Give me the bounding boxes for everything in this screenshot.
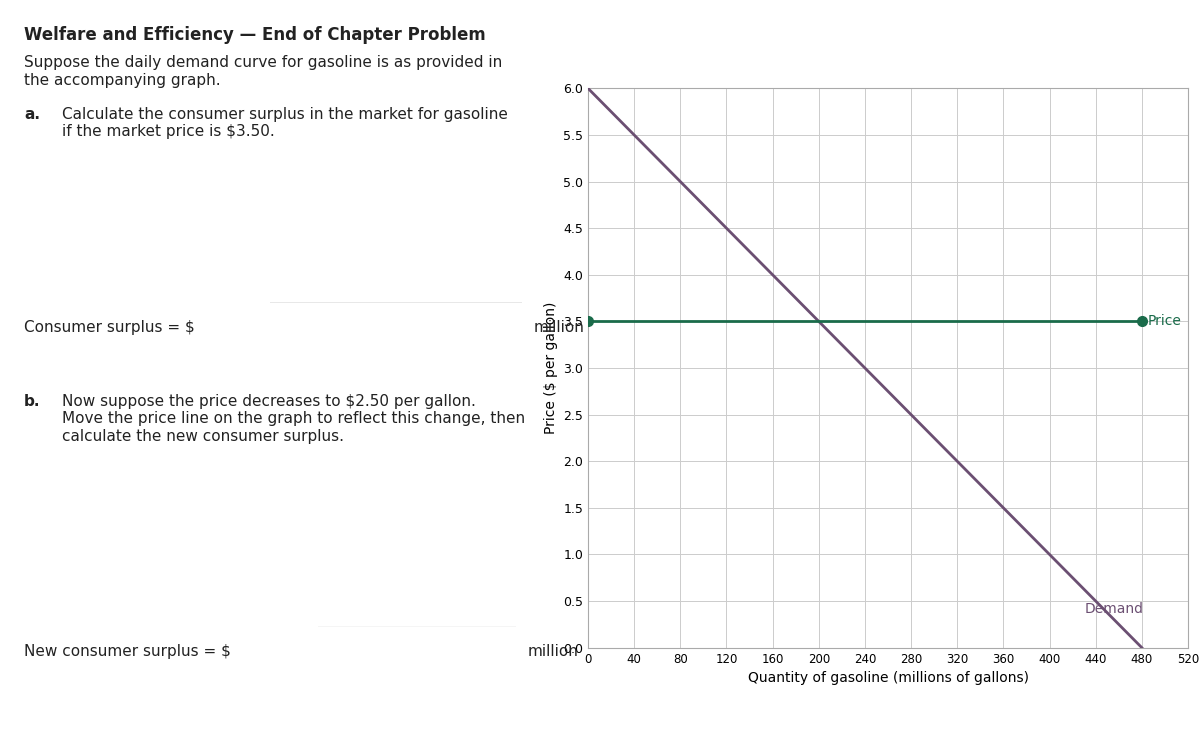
- Text: Welfare and Efficiency — End of Chapter Problem: Welfare and Efficiency — End of Chapter …: [24, 26, 486, 43]
- X-axis label: Quantity of gasoline (millions of gallons): Quantity of gasoline (millions of gallon…: [748, 671, 1028, 685]
- Y-axis label: Price ($ per gallon): Price ($ per gallon): [544, 302, 558, 434]
- Text: Price: Price: [1147, 314, 1182, 328]
- Text: New consumer surplus = $: New consumer surplus = $: [24, 644, 230, 659]
- Text: Calculate the consumer surplus in the market for gasoline
if the market price is: Calculate the consumer surplus in the ma…: [62, 107, 509, 139]
- FancyBboxPatch shape: [265, 302, 527, 356]
- Text: Demand: Demand: [1084, 601, 1144, 615]
- Text: Consumer surplus = $: Consumer surplus = $: [24, 320, 194, 335]
- FancyBboxPatch shape: [314, 626, 520, 680]
- Text: Suppose the daily demand curve for gasoline is as provided in
the accompanying g: Suppose the daily demand curve for gasol…: [24, 55, 503, 88]
- Text: b.: b.: [24, 394, 41, 408]
- Text: million: million: [528, 644, 578, 659]
- Text: a.: a.: [24, 107, 40, 121]
- Text: million: million: [534, 320, 584, 335]
- Text: Now suppose the price decreases to $2.50 per gallon.
Move the price line on the : Now suppose the price decreases to $2.50…: [62, 394, 526, 444]
